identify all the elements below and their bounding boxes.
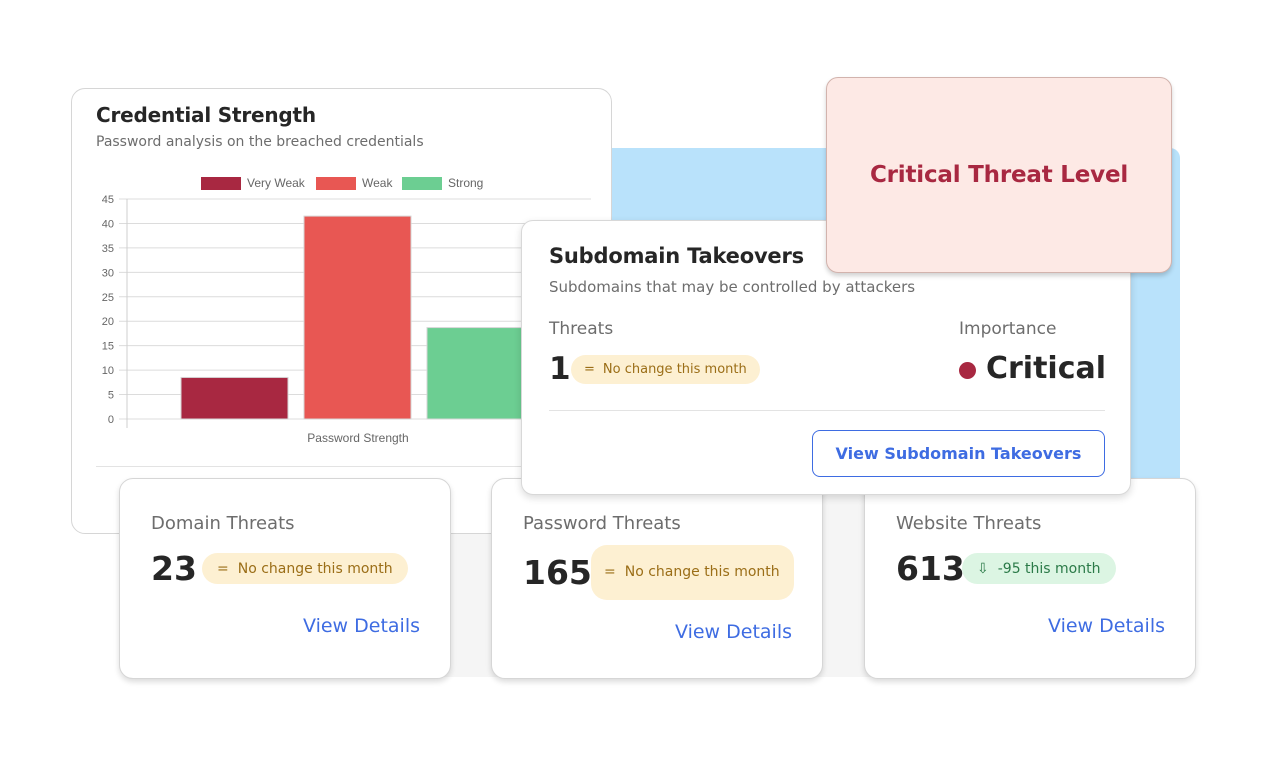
threats-label: Threats — [549, 319, 614, 339]
y-tick-label: 30 — [102, 267, 114, 279]
website-threats-value: 613 — [896, 549, 965, 588]
legend-swatch — [201, 177, 241, 190]
subdomain-change-text: No change this month — [602, 362, 747, 377]
subdomain-takeovers-card: Subdomain Takeovers Subdomains that may … — [521, 220, 1131, 495]
subdomain-change-badge: = No change this month — [571, 355, 760, 384]
bar-very-weak — [180, 376, 289, 420]
y-tick-label: 35 — [102, 243, 114, 255]
equals-icon: = — [604, 564, 616, 580]
arrow-down-icon: ⇩ — [977, 560, 989, 577]
subdomain-card-subtitle: Subdomains that may be controlled by att… — [549, 278, 916, 296]
legend-label: Strong — [448, 176, 483, 190]
credential-card-subtitle: Password analysis on the breached creden… — [96, 134, 424, 150]
website-threats-view-details-link[interactable]: View Details — [1048, 615, 1165, 637]
view-subdomain-takeovers-button[interactable]: View Subdomain Takeovers — [812, 430, 1105, 477]
y-tick-label: 5 — [108, 390, 114, 402]
password-threats-value: 165 — [523, 553, 592, 592]
domain-threats-change-text: No change this month — [237, 560, 393, 577]
password-threats-view-details-link[interactable]: View Details — [675, 621, 792, 643]
password-threats-label: Password Threats — [523, 513, 681, 534]
website-threats-label: Website Threats — [896, 513, 1042, 534]
subdomain-card-title: Subdomain Takeovers — [549, 244, 804, 268]
critical-threat-level-label: Critical Threat Level — [869, 162, 1129, 188]
domain-threats-change-badge: = No change this month — [202, 553, 408, 584]
x-axis-label: Password Strength — [307, 431, 408, 445]
password-threats-change-text: No change this month — [624, 564, 780, 580]
y-tick-label: 25 — [102, 292, 114, 304]
website-threats-change-badge: ⇩ -95 this month — [962, 553, 1116, 584]
y-tick-label: 0 — [108, 414, 114, 426]
subdomain-card-divider — [549, 410, 1105, 411]
y-tick-label: 10 — [102, 365, 114, 377]
domain-threats-value: 23 — [151, 549, 197, 588]
credential-card-divider — [96, 466, 590, 467]
password-threats-change-badge: = No change this month — [591, 545, 794, 600]
domain-threats-view-details-link[interactable]: View Details — [303, 615, 420, 637]
subdomain-threat-count: 1 — [549, 351, 571, 387]
credential-card-title: Credential Strength — [96, 103, 316, 127]
credential-strength-chart: 0 5 10 15 20 25 30 35 40 45 Very Weak Weak Strong Pas… — [102, 176, 591, 445]
bar-strong — [426, 327, 535, 420]
legend-swatch — [402, 177, 442, 190]
bar-weak — [303, 215, 412, 420]
website-threats-card: Website Threats 613 ⇩ -95 this month Vie… — [864, 478, 1196, 679]
importance-label: Importance — [959, 319, 1057, 339]
critical-threat-level-box: Critical Threat Level — [826, 77, 1172, 273]
legend-swatch — [316, 177, 356, 190]
y-tick-label: 40 — [102, 218, 114, 230]
legend-label: Weak — [362, 176, 393, 190]
website-threats-change-text: -95 this month — [997, 560, 1101, 577]
equals-icon: = — [584, 362, 595, 377]
y-tick-label: 15 — [102, 341, 114, 353]
y-tick-label: 45 — [102, 194, 114, 206]
domain-threats-label: Domain Threats — [151, 513, 295, 534]
password-threats-card: Password Threats 165 = No change this mo… — [491, 478, 823, 679]
importance-value: Critical — [986, 351, 1107, 386]
equals-icon: = — [217, 560, 229, 577]
legend-label: Very Weak — [247, 176, 306, 190]
y-tick-label: 20 — [102, 316, 114, 328]
domain-threats-card: Domain Threats 23 = No change this month… — [119, 478, 451, 679]
critical-status-dot-icon — [959, 362, 976, 379]
